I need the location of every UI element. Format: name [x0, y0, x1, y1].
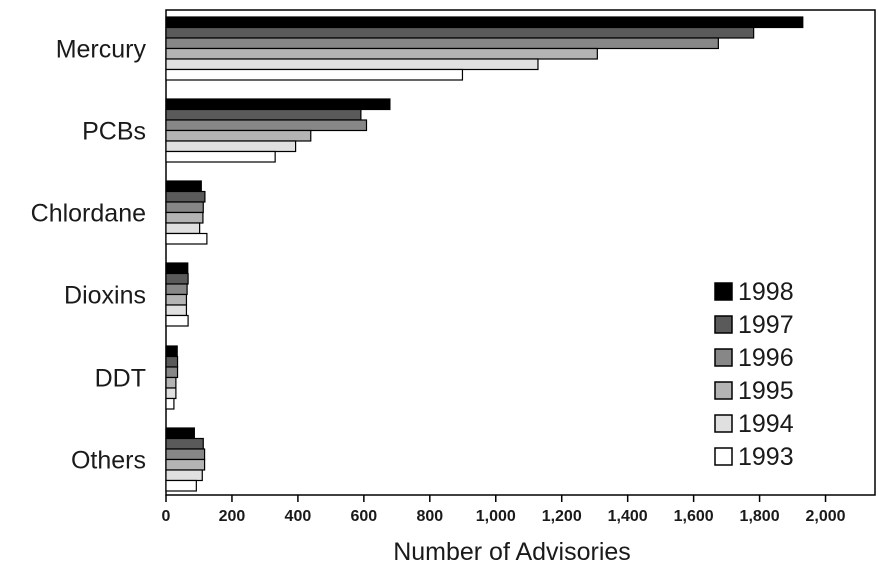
- legend-label-1994: 1994: [738, 410, 794, 438]
- bar-dioxins-1998: [165, 262, 189, 275]
- x-tick-label: 800: [416, 508, 443, 525]
- bar-dioxins-1997: [165, 272, 189, 285]
- bar-mercury-1997: [165, 26, 755, 39]
- bar-mercury-1996: [165, 37, 719, 50]
- bar-others-1998: [165, 427, 195, 440]
- bar-dioxins-1993: [165, 314, 189, 327]
- category-label: Mercury: [56, 36, 147, 64]
- legend-swatch-1994: [714, 414, 733, 433]
- x-tick-label: 0: [162, 508, 171, 525]
- bar-others-1995: [165, 458, 206, 471]
- legend: 1998 1997 1996 1995 1994 1993: [714, 278, 794, 471]
- legend-swatch-1998: [714, 282, 733, 301]
- category-labels: Mercury PCBs Chlordane Dioxins DDT Others: [31, 36, 147, 475]
- category-label: Chlordane: [31, 200, 146, 228]
- x-tick-label: 1,000: [476, 508, 516, 525]
- bar-ddt-1995: [165, 376, 177, 389]
- bar-chlordane-1993: [165, 232, 208, 245]
- x-tick-label: 1,200: [542, 508, 582, 525]
- x-axis-title: Number of Advisories: [393, 538, 631, 565]
- bar-ddt-1996: [165, 366, 179, 379]
- bar-pcbs-1998: [165, 98, 391, 111]
- legend-swatch-1995: [714, 381, 733, 400]
- bar-ddt-1993: [165, 397, 175, 410]
- x-tick-label: 1,800: [740, 508, 780, 525]
- bars-layer: [165, 16, 804, 492]
- x-tick-label: 400: [285, 508, 312, 525]
- x-tick-label: 200: [219, 508, 246, 525]
- bar-mercury-1998: [165, 16, 804, 29]
- legend-swatch-1996: [714, 348, 733, 367]
- category-label: Dioxins: [64, 282, 146, 310]
- category-label: DDT: [95, 365, 146, 393]
- category-label: PCBs: [82, 118, 146, 146]
- bar-mercury-1993: [165, 68, 464, 81]
- bar-pcbs-1996: [165, 119, 368, 132]
- x-axis: 0 200 400 600 800 1,000 1,200 1,400 1,600 1,800 2,…: [162, 495, 846, 525]
- bar-ddt-1997: [165, 355, 179, 368]
- plot-frame: [165, 9, 876, 496]
- x-tick-label: 2,000: [806, 508, 846, 525]
- category-label: Others: [71, 447, 146, 475]
- legend-label-1997: 1997: [738, 311, 794, 339]
- legend-swatch-1993: [714, 447, 733, 466]
- bar-pcbs-1997: [165, 108, 362, 121]
- legend-label-1998: 1998: [738, 278, 794, 306]
- legend-label-1996: 1996: [738, 344, 794, 372]
- bar-others-1996: [165, 448, 206, 461]
- bar-ddt-1998: [165, 345, 178, 358]
- bar-chlordane-1997: [165, 190, 206, 203]
- x-tick-label: 600: [351, 508, 378, 525]
- bar-mercury-1995: [165, 47, 598, 60]
- bar-others-1997: [165, 437, 204, 450]
- bar-mercury-1994: [165, 58, 539, 71]
- bar-others-1993: [165, 479, 197, 492]
- bar-chlordane-1996: [165, 201, 204, 214]
- bar-chlordane-1995: [165, 211, 204, 224]
- bar-dioxins-1995: [165, 293, 188, 306]
- bar-others-1994: [165, 469, 203, 482]
- bar-pcbs-1995: [165, 129, 312, 142]
- bar-dioxins-1994: [165, 304, 188, 317]
- bar-dioxins-1996: [165, 283, 188, 296]
- bar-chlordane-1994: [165, 222, 201, 235]
- bar-pcbs-1994: [165, 140, 297, 153]
- legend-swatch-1997: [714, 315, 733, 334]
- bar-chlordane-1998: [165, 180, 202, 193]
- x-tick-label: 1,600: [674, 508, 714, 525]
- bar-pcbs-1993: [165, 150, 276, 163]
- plot-border: [165, 9, 876, 496]
- bar-ddt-1994: [165, 387, 177, 400]
- legend-label-1993: 1993: [738, 443, 794, 471]
- legend-label-1995: 1995: [738, 377, 794, 405]
- x-tick-label: 1,400: [608, 508, 648, 525]
